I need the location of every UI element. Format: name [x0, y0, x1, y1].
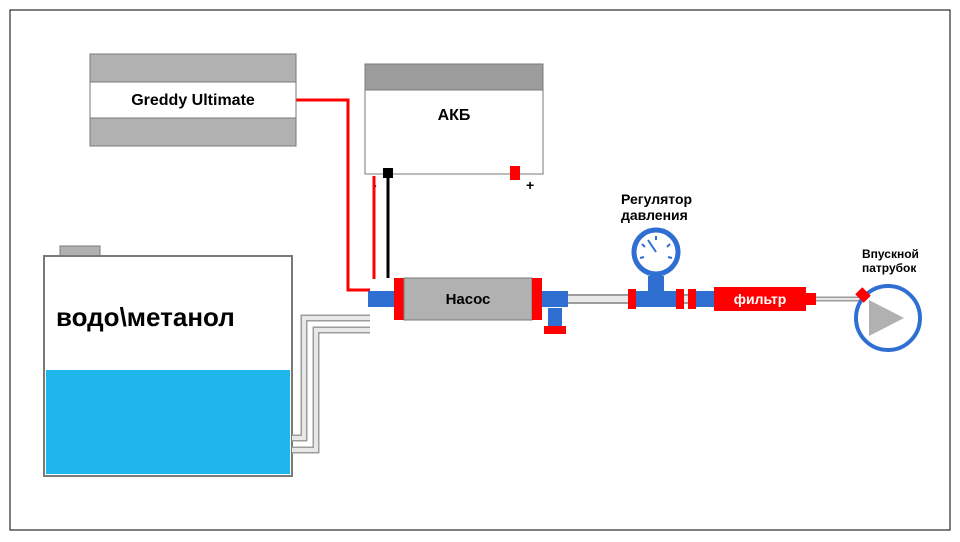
- intake-label-1: Впускной: [862, 247, 919, 261]
- battery-terminal-pos: [510, 166, 520, 180]
- greddy-box: Greddy Ultimate: [90, 54, 296, 146]
- regulator-collar-left: [628, 289, 636, 309]
- battery-box: АКБ - +: [365, 64, 543, 193]
- battery-terminal-neg: [383, 168, 393, 178]
- battery-label: АКБ: [438, 107, 471, 124]
- intake: Впускной патрубок: [855, 247, 920, 350]
- diagram-svg: Greddy Ultimate АКБ - + водо\метанол Нас…: [0, 0, 960, 542]
- regulator-tee: [636, 291, 676, 307]
- tank: водо\метанол: [44, 246, 292, 476]
- regulator-label-1: Регулятор: [621, 191, 692, 207]
- regulator-collar-right: [676, 289, 684, 309]
- pump-label: Насос: [446, 291, 491, 308]
- greddy-label: Greddy Ultimate: [131, 92, 255, 109]
- battery-terminal-pos-label: +: [526, 177, 534, 193]
- diagram-stage: Greddy Ultimate АКБ - + водо\метанол Нас…: [0, 0, 960, 542]
- intake-label-2: патрубок: [862, 261, 917, 275]
- tank-label: водо\метанол: [56, 302, 235, 332]
- filter-label: фильтр: [734, 291, 787, 307]
- regulator-label-2: давления: [621, 207, 688, 223]
- regulator-neck: [648, 276, 664, 292]
- tank-liquid: [46, 370, 290, 474]
